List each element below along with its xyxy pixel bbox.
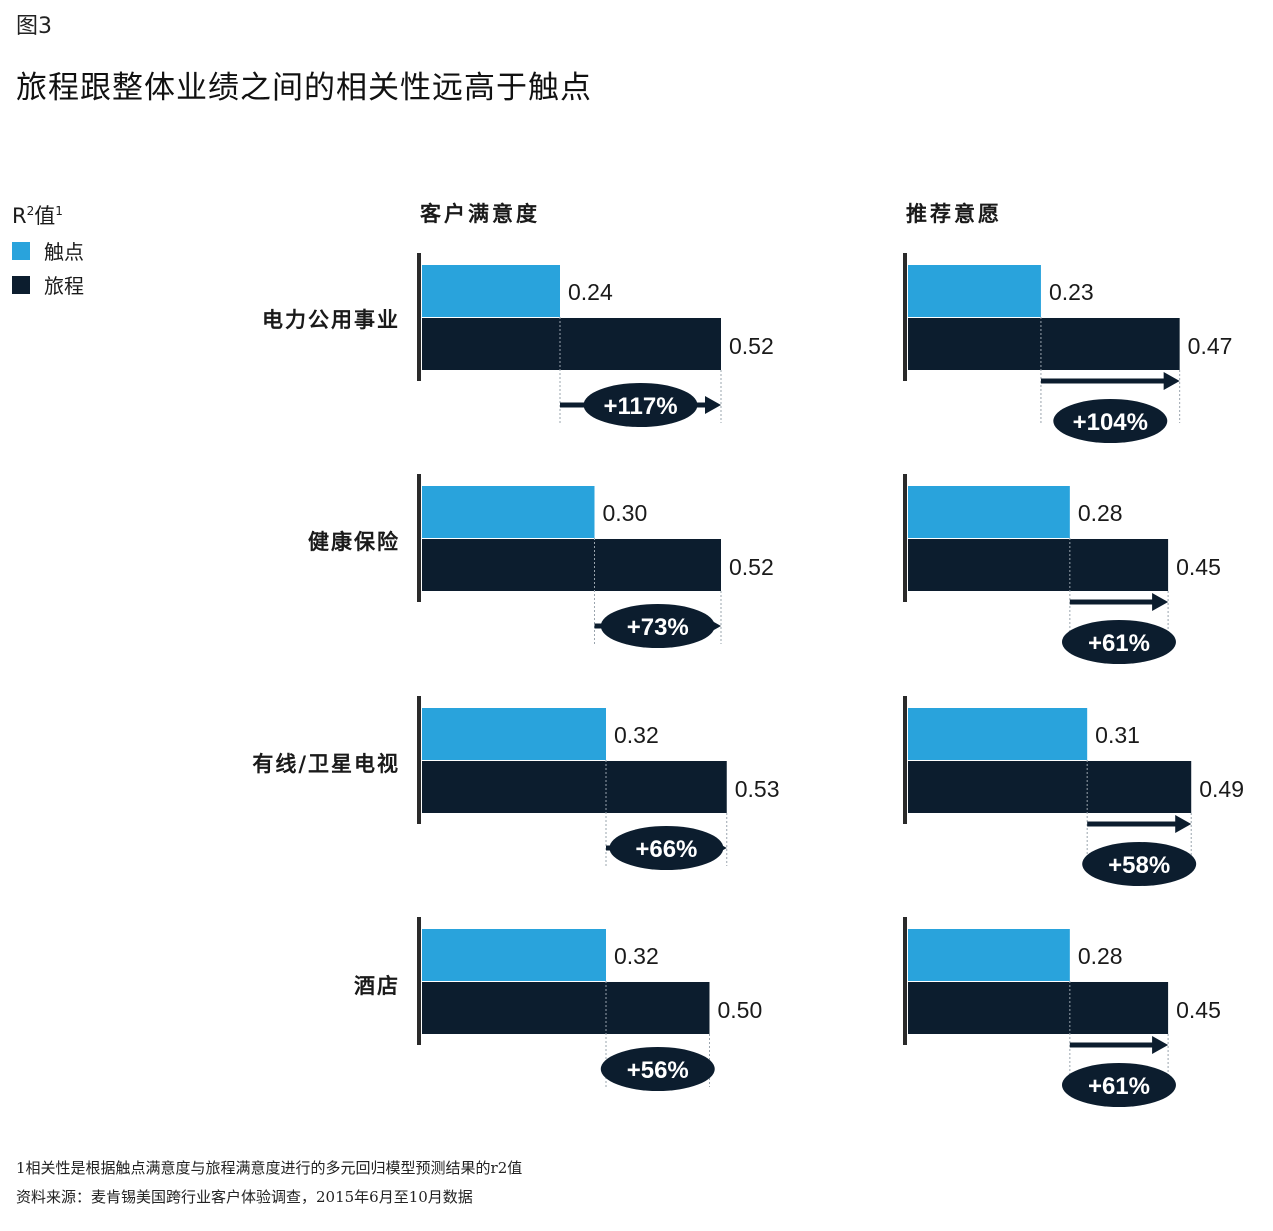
bar-touchpoint bbox=[422, 929, 606, 981]
axis-line bbox=[903, 696, 907, 824]
legend-item-journey: 旅程 bbox=[12, 270, 84, 299]
bar-journey bbox=[908, 318, 1180, 370]
axis-line bbox=[417, 696, 421, 824]
value-label-journey: 0.45 bbox=[1176, 997, 1221, 1023]
bar-touchpoint bbox=[908, 265, 1041, 317]
difference-label: +66% bbox=[635, 836, 697, 863]
bar-touchpoint bbox=[908, 486, 1070, 538]
panel-title-satisfaction: 客户满意度 bbox=[420, 201, 540, 226]
difference-label: +56% bbox=[627, 1057, 689, 1084]
value-label-touchpoint: 0.28 bbox=[1078, 500, 1123, 526]
value-label-journey: 0.45 bbox=[1176, 554, 1221, 580]
difference-label: +73% bbox=[627, 614, 689, 641]
axis-line bbox=[417, 253, 421, 381]
bar-journey bbox=[422, 539, 721, 591]
difference-label: +117% bbox=[603, 393, 677, 420]
value-label-touchpoint: 0.30 bbox=[603, 500, 648, 526]
value-label-journey: 0.52 bbox=[729, 333, 774, 359]
axis-line bbox=[903, 917, 907, 1045]
bar-touchpoint bbox=[908, 929, 1070, 981]
bar-touchpoint bbox=[422, 486, 595, 538]
row-label-utilities: 电力公用事业 bbox=[262, 307, 400, 332]
legend-title-tail: 值 bbox=[34, 204, 56, 228]
chart-title: 旅程跟整体业绩之间的相关性远高于触点 bbox=[16, 70, 592, 106]
value-label-touchpoint: 0.32 bbox=[614, 943, 659, 969]
axis-line bbox=[903, 253, 907, 381]
difference-badge bbox=[1053, 399, 1168, 443]
value-label-touchpoint: 0.23 bbox=[1049, 279, 1094, 305]
difference-label: +61% bbox=[1088, 630, 1150, 657]
value-label-journey: 0.50 bbox=[718, 997, 763, 1023]
value-label-journey: 0.49 bbox=[1199, 776, 1244, 802]
bar-journey bbox=[908, 982, 1169, 1034]
row-label-health-insurance: 健康保险 bbox=[308, 529, 400, 554]
legend-swatch-touchpoint bbox=[12, 241, 30, 260]
bar-touchpoint bbox=[908, 708, 1088, 760]
legend-swatch-journey bbox=[12, 275, 30, 294]
value-label-touchpoint: 0.24 bbox=[568, 279, 613, 305]
difference-arrowhead bbox=[1152, 593, 1169, 611]
legend-title-note: 1 bbox=[55, 204, 63, 218]
difference-arrowhead bbox=[705, 396, 721, 414]
difference-arrowhead bbox=[1152, 1036, 1169, 1054]
difference-arrowhead bbox=[1163, 372, 1180, 390]
difference-arrowhead bbox=[1175, 815, 1192, 833]
footnote: 1相关性是根据触点满意度与旅程满意度进行的多元回归模型预测结果的r2值 bbox=[16, 1159, 523, 1177]
difference-label: +58% bbox=[1108, 852, 1170, 879]
panel-title-recommend: 推荐意愿 bbox=[906, 201, 1002, 226]
value-label-journey: 0.47 bbox=[1188, 333, 1233, 359]
axis-line bbox=[417, 474, 421, 602]
figure-label: 图3 bbox=[16, 14, 52, 39]
difference-badge bbox=[600, 604, 715, 648]
axis-line bbox=[417, 917, 421, 1045]
bar-journey bbox=[422, 318, 721, 370]
value-label-touchpoint: 0.32 bbox=[614, 722, 659, 748]
difference-label: +104% bbox=[1073, 409, 1148, 436]
axis-line bbox=[903, 474, 907, 602]
difference-badge bbox=[1061, 620, 1176, 664]
difference-label: +61% bbox=[1088, 1073, 1150, 1100]
bar-touchpoint bbox=[422, 708, 606, 760]
difference-badge bbox=[609, 826, 724, 870]
value-label-touchpoint: 0.28 bbox=[1078, 943, 1123, 969]
row-label-cable-tv: 有线/卫星电视 bbox=[252, 751, 400, 776]
legend-title-sup: 2 bbox=[26, 204, 35, 218]
source-note: 资料来源：麦肯锡美国跨行业客户体验调查，2015年6月至10月数据 bbox=[16, 1188, 473, 1206]
row-label-hotels: 酒店 bbox=[354, 973, 400, 998]
legend-title: R2值1 bbox=[12, 200, 63, 230]
legend-label-journey: 旅程 bbox=[44, 274, 84, 298]
bar-journey bbox=[908, 761, 1192, 813]
difference-badge bbox=[600, 1047, 715, 1091]
legend-item-touchpoint: 触点 bbox=[12, 236, 84, 265]
legend-title-main: R bbox=[12, 204, 27, 228]
legend-label-touchpoint: 触点 bbox=[44, 240, 84, 264]
bar-journey bbox=[422, 982, 710, 1034]
difference-badge bbox=[583, 383, 698, 427]
value-label-journey: 0.52 bbox=[729, 554, 774, 580]
value-label-journey: 0.53 bbox=[735, 776, 780, 802]
difference-badge bbox=[1082, 842, 1197, 886]
bar-journey bbox=[908, 539, 1169, 591]
difference-badge bbox=[1061, 1063, 1176, 1107]
bar-journey bbox=[422, 761, 727, 813]
bar-touchpoint bbox=[422, 265, 560, 317]
value-label-touchpoint: 0.31 bbox=[1095, 722, 1140, 748]
